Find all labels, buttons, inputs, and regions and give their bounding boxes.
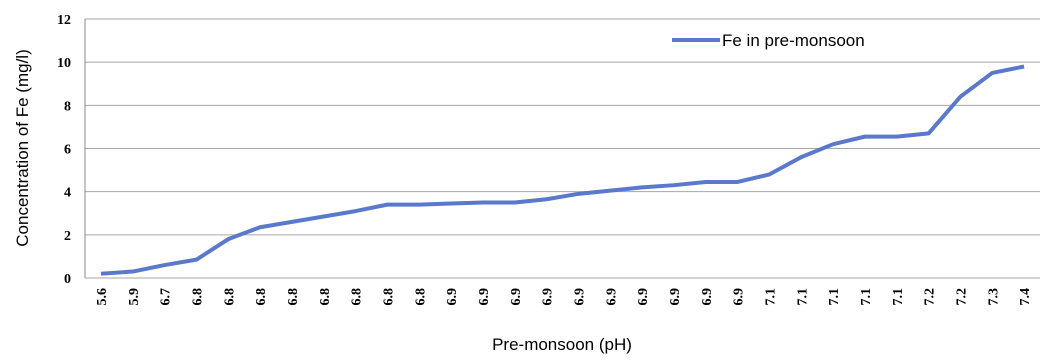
x-tick-label: 6.8: [222, 288, 237, 306]
data-line: [100, 64, 1025, 276]
x-tick-label: 7.4: [1018, 288, 1033, 306]
x-tick-label: 7.2: [923, 288, 938, 306]
y-tick-label: 12: [57, 13, 71, 28]
x-tick-label: 6.8: [286, 288, 301, 306]
x-tick-label: 7.3: [986, 288, 1001, 306]
x-tick-label: 7.2: [954, 288, 969, 306]
x-tick-label: 7.1: [891, 288, 906, 306]
x-tick-label: 6.9: [445, 288, 460, 306]
x-tick-label: 6.8: [350, 288, 365, 306]
x-tick-label: 6.9: [636, 288, 651, 306]
x-tick-label: 6.8: [190, 288, 205, 306]
y-tick-label: 0: [64, 272, 71, 287]
x-tick-label: 6.9: [477, 288, 492, 306]
y-tick-label: 4: [64, 186, 71, 201]
x-tick-label: 6.8: [254, 288, 269, 306]
x-tick-label: 6.9: [541, 288, 556, 306]
x-tick-label: 5.6: [95, 288, 110, 306]
x-tick-label: 6.9: [572, 288, 587, 306]
x-tick-label: 6.9: [668, 288, 683, 306]
y-tick-label: 6: [64, 143, 71, 158]
x-tick-label: 7.1: [763, 288, 778, 306]
y-tick-label: 10: [57, 56, 71, 71]
y-tick-label: 2: [64, 229, 71, 244]
x-axis-title: Pre-monsoon (pH): [492, 335, 632, 354]
x-tick-label: 6.7: [159, 288, 174, 306]
x-tick-label: 7.1: [827, 288, 842, 306]
x-tick-label: 6.9: [509, 288, 524, 306]
x-tick-label: 6.8: [318, 288, 333, 306]
x-tick-label: 7.1: [795, 288, 810, 306]
x-tick-label: 6.9: [732, 288, 747, 306]
x-tick-label: 5.9: [127, 288, 142, 306]
y-tick-label: 8: [64, 99, 71, 114]
legend-label: Fe in pre-monsoon: [722, 31, 865, 50]
x-tick-label: 7.1: [859, 288, 874, 306]
x-tick-label: 6.8: [413, 288, 428, 306]
y-axis-title: Concentration of Fe (mg/l): [13, 49, 32, 246]
x-tick-label: 6.9: [604, 288, 619, 306]
x-tick-label: 6.8: [381, 288, 396, 306]
x-tick-label: 6.9: [700, 288, 715, 306]
